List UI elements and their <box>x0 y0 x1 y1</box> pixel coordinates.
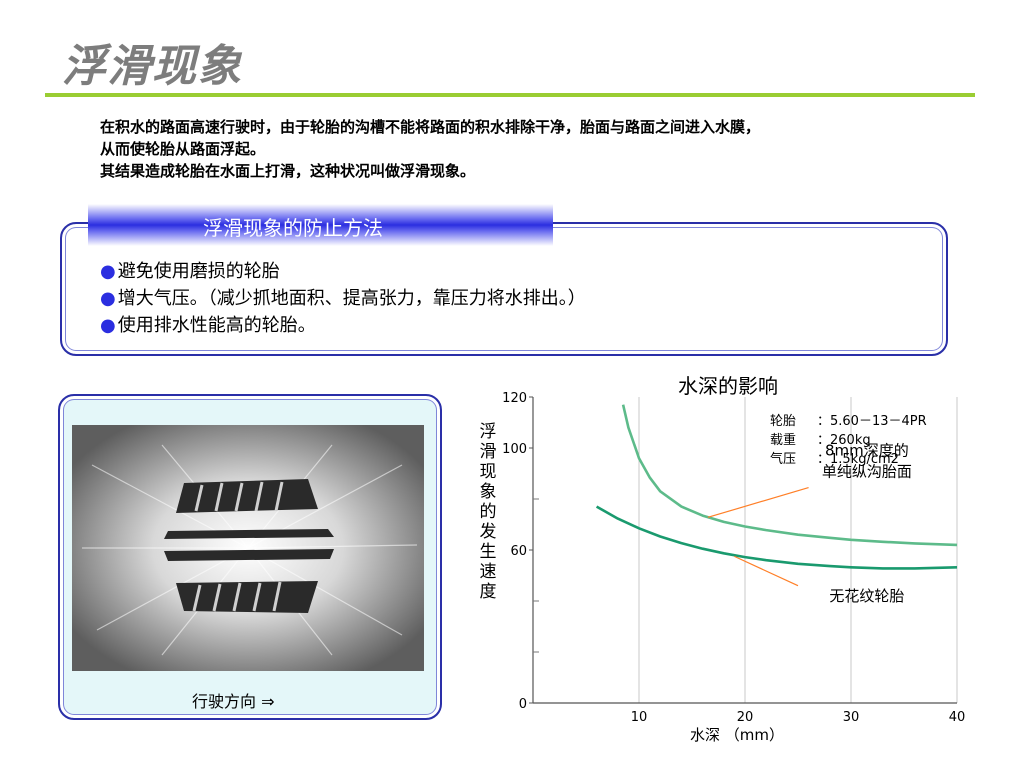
series-line-bald-tire <box>595 505 958 570</box>
list-item: ● 使用排水性能高的轮胎。 <box>100 312 586 339</box>
annotation-leader-grooved <box>707 486 809 518</box>
bullet-icon: ● <box>100 288 116 309</box>
page-title: 浮滑现象 <box>62 41 242 92</box>
annotation-label-bald: 无花纹轮胎 <box>829 587 904 605</box>
x-tick-label: 10 <box>631 710 648 725</box>
bullet-icon: ● <box>100 261 116 282</box>
list-item: ● 避免使用磨损的轮胎 <box>100 258 586 285</box>
prevention-item-label: 避免使用磨损的轮胎 <box>117 261 280 282</box>
x-tick-label: 20 <box>737 710 754 725</box>
y-tick-label: 60 <box>510 544 527 559</box>
hydroplaning-tire-photo <box>72 425 424 671</box>
chart-series <box>595 404 958 570</box>
annotation-label-grooved: 单纯纵沟胎面 <box>822 463 912 481</box>
chart-title: 水深的影响 <box>678 374 778 398</box>
y-axis-label: 浮滑现象的发生速度 <box>479 422 497 602</box>
y-tick-label: 100 <box>502 442 527 457</box>
spec-label: 轮胎 <box>770 414 796 429</box>
intro-text: 在积水的路面高速行驶时，由于轮胎的沟槽不能将路面的积水排除干净，胎面与路面之间进… <box>100 116 990 182</box>
spec-label: 气压 <box>770 451 796 467</box>
chart-ticks: 0 60 100 120 10 20 30 40 <box>502 391 965 725</box>
title-underline <box>45 93 975 97</box>
prevention-item-label: 增大气压。（减少抓地面积、提高张力，靠压力将水排出。） <box>117 288 586 309</box>
spec-value: ：1.5kg/cm2 <box>817 452 899 467</box>
chart-spec-table: 轮胎 ：5.60－13－4PR 载重 ：260kg 气压 ：1.5kg/cm2 <box>770 414 927 467</box>
chart-grid <box>638 397 958 703</box>
intro-line-2: 从而使轮胎从路面浮起。 <box>100 140 266 158</box>
x-axis-label: 水深 （mm） <box>690 726 784 744</box>
series-line-grooved-tread <box>621 404 958 547</box>
y-tick-label: 120 <box>502 391 527 406</box>
prevention-item-label: 使用排水性能高的轮胎。 <box>117 315 316 336</box>
annotation-leader-bald <box>734 555 799 587</box>
prevention-header-band <box>88 204 553 246</box>
annotation-label-grooved: 8mm深度的 <box>825 442 909 460</box>
prevention-header: 浮滑现象的防止方法 <box>203 216 383 240</box>
driving-direction-caption: 行驶方向 ⇒ <box>192 692 275 711</box>
spec-label: 载重 <box>770 432 796 448</box>
x-tick-label: 30 <box>843 710 860 725</box>
prevention-list: ● 避免使用磨损的轮胎 ● 增大气压。（减少抓地面积、提高张力，靠压力将水排出。） … <box>100 258 586 339</box>
bullet-icon: ● <box>100 315 116 336</box>
tire-footprint-graphic <box>72 425 424 671</box>
intro-line-1: 在积水的路面高速行驶时，由于轮胎的沟槽不能将路面的积水排除干净，胎面与路面之间进… <box>100 118 761 136</box>
spec-value: ：260kg <box>817 433 871 448</box>
y-tick-label: 0 <box>519 697 527 712</box>
spec-value: ：5.60－13－4PR <box>817 414 927 429</box>
intro-line-3: 其结果造成轮胎在水面上打滑，这种状况叫做浮滑现象。 <box>100 162 476 180</box>
x-tick-label: 40 <box>949 710 966 725</box>
list-item: ● 增大气压。（减少抓地面积、提高张力，靠压力将水排出。） <box>100 285 586 312</box>
